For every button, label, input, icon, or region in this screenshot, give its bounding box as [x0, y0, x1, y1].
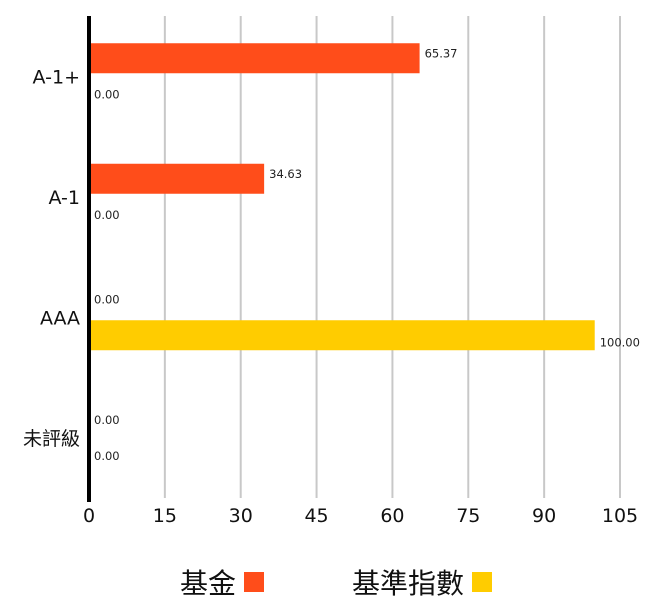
category-label-1: A-1 — [48, 187, 80, 209]
data-label-1-0: 0.00 — [94, 87, 120, 101]
category-label-3: 未評級 — [23, 428, 80, 450]
category-label-0: A-1+ — [33, 66, 80, 88]
bar-chart: 0 15 30 45 60 75 90 105 A-1+ 65.37 0.00 A-1 34.63 0.0… — [23, 16, 640, 527]
legend-item-fund: 基金 — [180, 562, 265, 602]
x-tick-label-60: 60 — [380, 505, 404, 527]
legend-label-benchmark: 基準指數 — [352, 567, 465, 600]
data-label-0-3: 0.00 — [94, 413, 120, 427]
data-label-0-0: 65.37 — [425, 46, 458, 60]
legend-item-benchmark: 基準指數 — [352, 562, 493, 602]
legend-label-fund: 基金 — [180, 567, 237, 600]
x-tick-label-45: 45 — [304, 505, 328, 527]
x-tick-label-0: 0 — [83, 505, 95, 527]
x-tick-label-105: 105 — [602, 505, 638, 527]
x-tick-label-30: 30 — [229, 505, 253, 527]
bar-0-0 — [89, 43, 420, 74]
data-label-0-1: 34.63 — [269, 167, 302, 181]
data-label-1-1: 0.00 — [94, 208, 120, 222]
x-tick-label-90: 90 — [532, 505, 556, 527]
legend-swatch-fund — [244, 572, 265, 592]
bar-1-2 — [89, 320, 595, 351]
x-tick-label-15: 15 — [153, 505, 177, 527]
data-label-1-2: 100.00 — [600, 335, 640, 349]
legend: 基金 基準指數 — [0, 562, 660, 600]
legend-swatch-benchmark — [472, 572, 493, 592]
category-label-2: AAA — [40, 307, 80, 329]
data-label-0-2: 0.00 — [94, 292, 120, 306]
x-tick-label-75: 75 — [456, 505, 480, 527]
bar-0-1 — [89, 163, 265, 194]
data-label-1-3: 0.00 — [94, 449, 120, 463]
